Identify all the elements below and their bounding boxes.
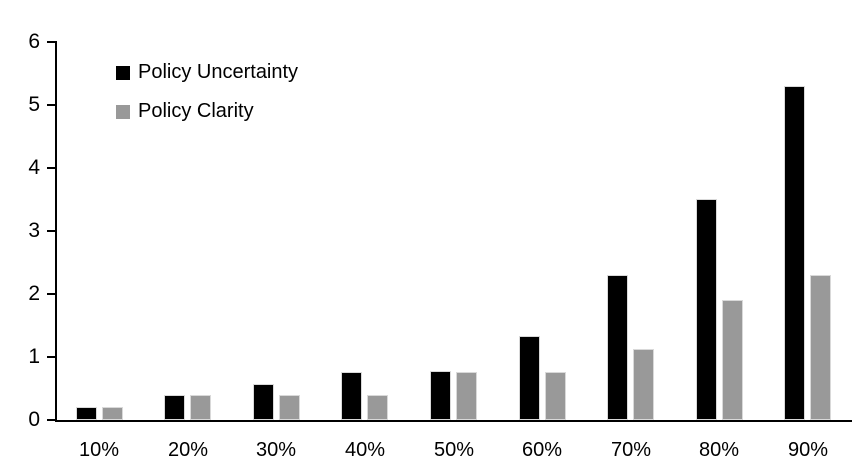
y-tick-0 (47, 419, 55, 421)
x-tick-label-30%: 30% (255, 439, 297, 461)
bar-policy-clarity-50% (456, 372, 477, 420)
legend-item-policy-clarity: Policy Clarity (116, 100, 298, 123)
y-tick-label-2: 2 (28, 282, 40, 305)
y-tick-1 (47, 356, 55, 358)
bar-policy-uncertainty-50% (430, 371, 451, 420)
legend: Policy Uncertainty Policy Clarity (116, 61, 298, 139)
bar-policy-clarity-10% (102, 407, 123, 420)
bar-policy-uncertainty-10% (76, 407, 97, 420)
y-tick-label-3: 3 (28, 219, 40, 242)
bar-policy-clarity-70% (633, 349, 654, 420)
legend-label-policy-uncertainty: Policy Uncertainty (138, 61, 299, 83)
bar-policy-uncertainty-60% (519, 336, 540, 420)
y-tick-2 (47, 293, 55, 295)
x-tick-label-40%: 40% (344, 439, 386, 461)
bar-policy-clarity-80% (722, 300, 743, 420)
y-tick-label-6: 6 (28, 30, 40, 53)
bar-policy-uncertainty-20% (164, 395, 185, 420)
legend-swatch-policy-clarity (116, 104, 130, 119)
x-tick-label-50%: 50% (433, 439, 475, 461)
y-tick-label-5: 5 (28, 93, 40, 116)
legend-item-policy-uncertainty: Policy Uncertainty (116, 61, 298, 84)
y-axis-line (55, 41, 57, 422)
bar-policy-uncertainty-40% (341, 372, 362, 420)
x-tick-label-60%: 60% (521, 439, 563, 461)
y-tick-6 (47, 41, 55, 43)
y-tick-4 (47, 167, 55, 169)
bar-policy-uncertainty-90% (784, 86, 805, 420)
bar-policy-clarity-90% (810, 275, 831, 420)
bar-policy-clarity-40% (367, 395, 388, 420)
bar-policy-clarity-20% (190, 395, 211, 420)
y-tick-label-0: 0 (28, 408, 40, 431)
x-tick-label-90%: 90% (787, 439, 829, 461)
bar-policy-uncertainty-30% (253, 384, 274, 420)
y-tick-3 (47, 230, 55, 232)
bar-policy-uncertainty-80% (696, 199, 717, 420)
bar-policy-clarity-30% (279, 395, 300, 420)
x-tick-label-80%: 80% (698, 439, 740, 461)
legend-label-policy-clarity: Policy Clarity (138, 100, 254, 122)
x-axis-line (55, 420, 852, 422)
bar-policy-uncertainty-70% (607, 275, 628, 420)
bar-policy-clarity-60% (545, 372, 566, 420)
x-tick-label-10%: 10% (78, 439, 120, 461)
y-tick-5 (47, 104, 55, 106)
y-tick-label-1: 1 (28, 345, 40, 368)
legend-swatch-policy-uncertainty (116, 65, 130, 80)
x-tick-label-70%: 70% (610, 439, 652, 461)
x-tick-label-20%: 20% (167, 439, 209, 461)
y-tick-label-4: 4 (28, 156, 40, 179)
